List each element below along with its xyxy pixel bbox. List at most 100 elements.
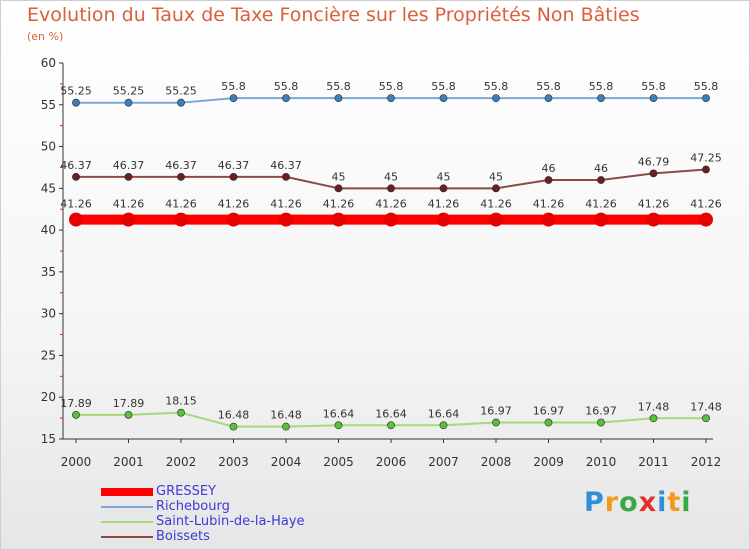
data-point bbox=[597, 418, 605, 427]
data-point bbox=[439, 421, 448, 430]
x-tick-label: 2008 bbox=[481, 455, 512, 469]
data-label: 55.8 bbox=[379, 80, 404, 93]
data-label: 55.8 bbox=[326, 80, 351, 93]
y-tick-label: 50 bbox=[41, 140, 56, 154]
data-label: 16.97 bbox=[480, 405, 512, 418]
logo-letter: t bbox=[667, 487, 682, 518]
data-label: 45 bbox=[384, 170, 398, 183]
data-label: 46 bbox=[594, 162, 608, 175]
logo-letter: r bbox=[604, 487, 620, 518]
data-label: 55.8 bbox=[484, 80, 509, 93]
y-tick-label: 25 bbox=[41, 348, 56, 362]
data-point bbox=[436, 212, 451, 227]
y-tick-label: 15 bbox=[41, 432, 56, 446]
legend-label: Richebourg bbox=[156, 499, 230, 514]
data-point bbox=[72, 410, 80, 419]
legend-swatch bbox=[101, 536, 153, 538]
data-point bbox=[282, 172, 290, 181]
x-tick-label: 2000 bbox=[61, 455, 92, 469]
data-label: 55.8 bbox=[431, 80, 456, 93]
data-point bbox=[282, 94, 290, 102]
data-label: 46.37 bbox=[113, 159, 145, 172]
logo-letter: x bbox=[638, 487, 658, 518]
data-label: 18.15 bbox=[165, 395, 197, 408]
data-label: 16.97 bbox=[585, 405, 617, 418]
data-point bbox=[229, 422, 238, 431]
y-tick-label: 60 bbox=[41, 56, 56, 70]
data-label: 16.64 bbox=[375, 407, 407, 420]
data-point bbox=[279, 212, 293, 227]
chart-title: Evolution du Taux de Taxe Foncière sur l… bbox=[27, 4, 640, 26]
logo-letter: o bbox=[619, 487, 639, 518]
logo-letter: i bbox=[681, 487, 692, 518]
proxiti-logo: Proxiti bbox=[584, 487, 692, 518]
data-label: 41.26 bbox=[638, 198, 670, 211]
data-point bbox=[439, 184, 448, 193]
legend-item: Richebourg bbox=[101, 499, 361, 515]
y-tick-label: 45 bbox=[41, 181, 56, 195]
data-point bbox=[177, 172, 185, 181]
legend-label: Saint-Lubin-de-la-Haye bbox=[156, 514, 305, 529]
data-label: 47.25 bbox=[690, 152, 722, 165]
data-point bbox=[72, 172, 80, 181]
data-point bbox=[334, 421, 343, 430]
y-tick-label: 35 bbox=[41, 265, 56, 279]
legend-item: Boissets bbox=[101, 529, 361, 545]
data-label: 41.26 bbox=[218, 198, 250, 211]
data-label: 55.8 bbox=[641, 80, 666, 93]
data-label: 45 bbox=[437, 170, 451, 183]
data-label: 45 bbox=[489, 170, 503, 183]
data-label: 55.25 bbox=[165, 85, 197, 98]
data-point bbox=[492, 94, 500, 102]
data-point bbox=[702, 165, 710, 174]
data-point bbox=[544, 418, 553, 427]
data-point bbox=[229, 172, 238, 181]
x-tick-label: 2004 bbox=[271, 455, 302, 469]
data-label: 46.79 bbox=[638, 155, 670, 168]
data-label: 17.89 bbox=[60, 397, 92, 410]
data-label: 46.37 bbox=[218, 159, 250, 172]
data-label: 46 bbox=[542, 162, 556, 175]
data-point bbox=[121, 212, 136, 227]
data-point bbox=[544, 94, 553, 102]
legend-label: Boissets bbox=[156, 529, 210, 544]
data-label: 46.37 bbox=[165, 159, 197, 172]
y-tick-label: 30 bbox=[41, 307, 56, 321]
data-label: 41.26 bbox=[60, 198, 92, 211]
data-label: 16.48 bbox=[218, 409, 250, 422]
data-label: 46.37 bbox=[60, 159, 92, 172]
data-label: 41.26 bbox=[113, 198, 145, 211]
data-label: 41.26 bbox=[480, 198, 512, 211]
data-point bbox=[282, 422, 290, 431]
data-label: 55.8 bbox=[274, 80, 299, 93]
data-point bbox=[226, 212, 241, 227]
x-tick-label: 2002 bbox=[166, 455, 197, 469]
legend-swatch bbox=[101, 488, 153, 496]
data-point bbox=[334, 94, 343, 102]
legend-label: GRESSEY bbox=[156, 484, 216, 499]
x-tick-label: 2005 bbox=[323, 455, 354, 469]
data-point bbox=[702, 414, 710, 423]
data-label: 16.48 bbox=[270, 409, 302, 422]
data-point bbox=[387, 184, 395, 193]
data-point bbox=[384, 212, 398, 227]
x-tick-label: 2003 bbox=[218, 455, 249, 469]
data-label: 17.48 bbox=[690, 400, 722, 413]
data-point bbox=[646, 212, 661, 227]
data-label: 16.64 bbox=[323, 407, 355, 420]
data-label: 41.26 bbox=[533, 198, 565, 211]
data-point bbox=[69, 212, 83, 227]
data-point bbox=[331, 212, 346, 227]
x-tick-label: 2011 bbox=[638, 455, 669, 469]
data-point bbox=[649, 414, 658, 423]
data-label: 55.8 bbox=[589, 80, 614, 93]
data-point bbox=[597, 94, 605, 102]
y-tick-label: 40 bbox=[41, 223, 56, 237]
legend-swatch bbox=[101, 506, 153, 508]
data-point bbox=[387, 421, 395, 430]
data-point bbox=[649, 169, 658, 178]
x-tick-label: 2007 bbox=[428, 455, 459, 469]
y-tick-label: 55 bbox=[41, 98, 56, 112]
data-label: 55.8 bbox=[694, 80, 719, 93]
